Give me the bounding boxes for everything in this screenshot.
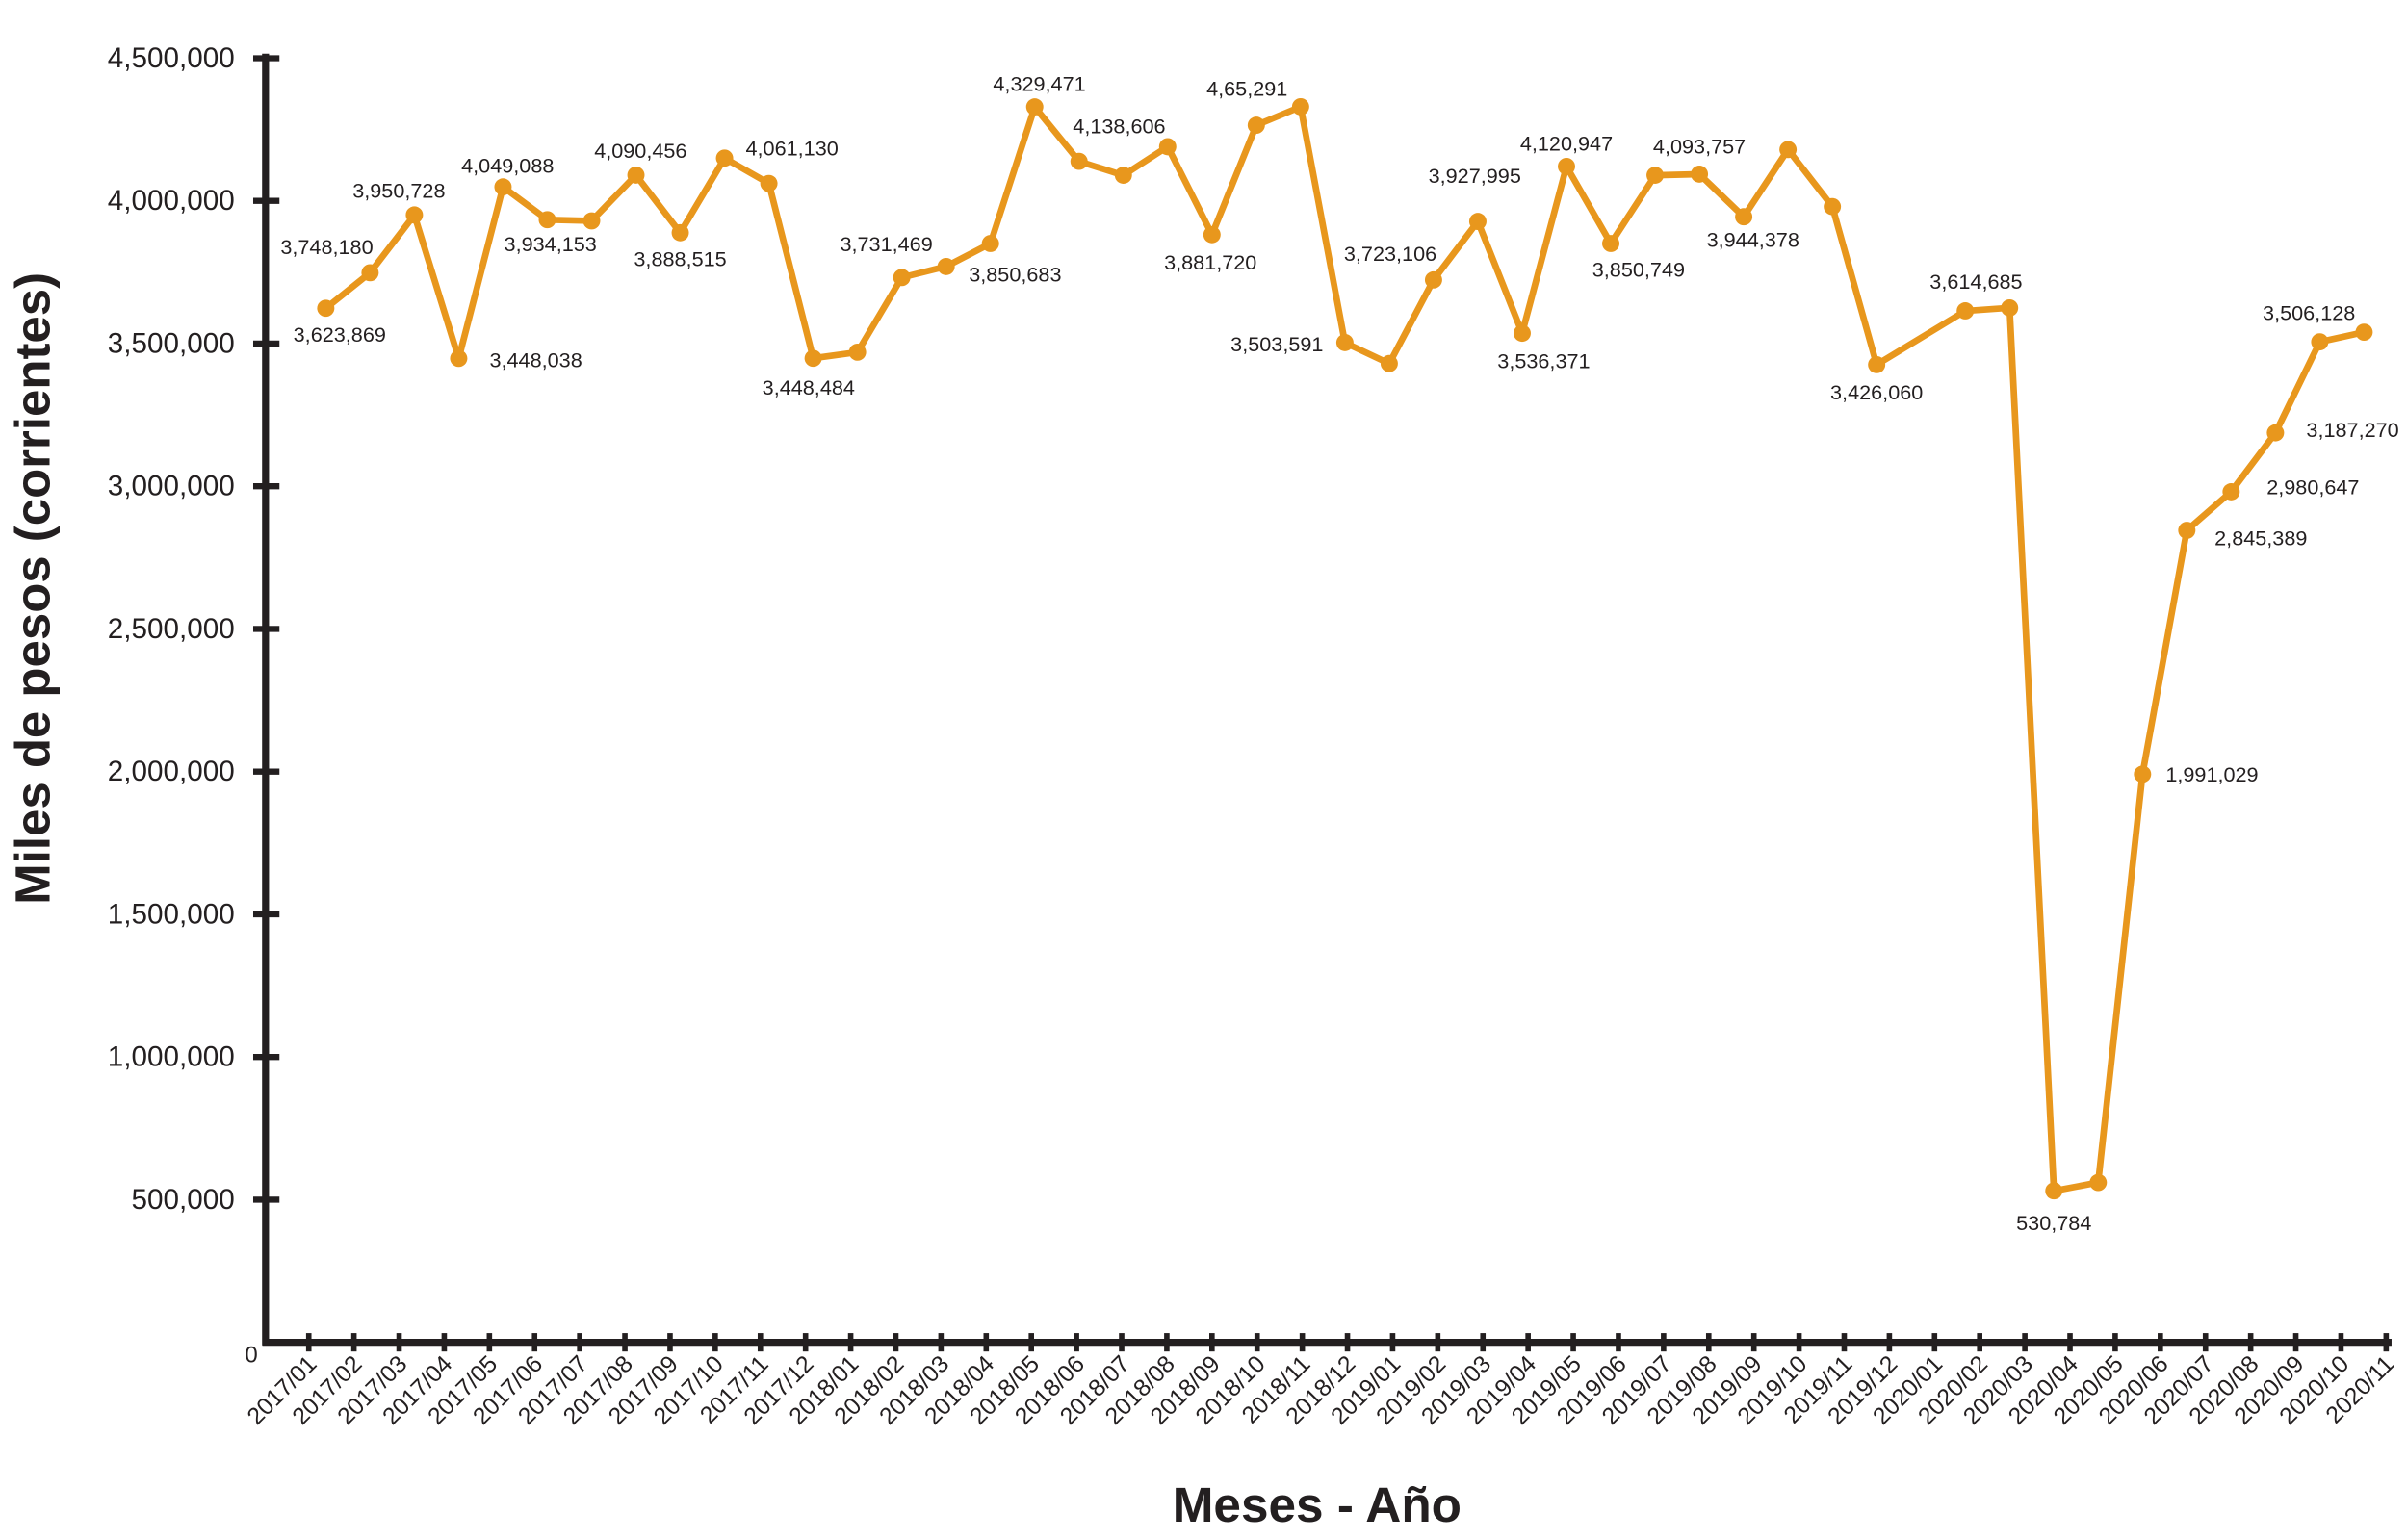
data-label: 3,623,869: [294, 322, 386, 346]
data-point: [1514, 324, 1531, 343]
data-label: 3,506,128: [2263, 300, 2355, 324]
y-tick-label: 4,500,000: [108, 42, 235, 74]
data-point: [1247, 116, 1265, 134]
data-label: 3,723,106: [1344, 242, 1436, 266]
data-point: [1070, 152, 1088, 170]
y-tick-label: 1,500,000: [108, 898, 235, 930]
data-label: 3,927,995: [1429, 164, 1521, 188]
y-tick-label: 4,000,000: [108, 185, 235, 217]
data-label: 3,850,683: [969, 262, 1061, 286]
data-point: [1335, 333, 1354, 351]
data-point: [1380, 354, 1398, 372]
data-label-group: 3,623,869 3,748,180 3,950,728 3,448,038 4,04…: [280, 72, 2398, 1235]
data-point: [2311, 333, 2329, 351]
data-point: [1868, 355, 1886, 373]
y-tick-label: 3,000,000: [108, 471, 235, 502]
x-axis-title: Meses - Año: [1173, 1477, 1462, 1532]
data-point: [2222, 483, 2240, 500]
data-point: [1602, 235, 1620, 252]
data-point: [405, 206, 424, 224]
data-label: 3,614,685: [1929, 270, 2022, 294]
data-label: 3,448,038: [489, 348, 582, 372]
data-point: [1691, 166, 1709, 183]
data-point: [981, 235, 999, 252]
data-point: [804, 349, 822, 368]
data-point: [2355, 323, 2373, 342]
data-label: 3,944,378: [1707, 228, 1799, 252]
data-label: 4,090,456: [594, 139, 686, 163]
data-label: 3,748,180: [280, 235, 373, 259]
data-point: [1114, 167, 1132, 184]
data-label: 1,991,029: [2165, 762, 2258, 786]
data-point: [627, 167, 645, 184]
y-axis: 0 500,000 1,000,000 1,500,000 2,000,000 2,500…: [108, 42, 280, 1368]
data-point: [671, 223, 689, 242]
data-point: [1824, 197, 1842, 216]
data-label: 3,881,720: [1164, 250, 1256, 274]
series-line-group: [317, 97, 2373, 1200]
y-tick-label: 1,000,000: [108, 1041, 235, 1073]
data-point: [2001, 298, 2019, 317]
data-label: 4,138,606: [1073, 115, 1165, 139]
data-point: [494, 178, 512, 196]
data-label: 3,934,153: [505, 232, 597, 256]
data-point: [2178, 522, 2196, 539]
data-point: [361, 264, 379, 282]
data-point: [1025, 98, 1044, 116]
data-label: 3,426,060: [1830, 380, 1923, 404]
data-point: [450, 349, 468, 368]
data-point: [317, 299, 335, 318]
data-point: [848, 343, 867, 361]
data-label: 3,731,469: [840, 232, 932, 256]
y-tick-label: 500,000: [132, 1184, 235, 1216]
data-point: [893, 269, 911, 287]
data-point: [1291, 97, 1309, 116]
data-point: [1424, 270, 1442, 289]
data-point: [1735, 208, 1753, 226]
y-tick-label: 3,500,000: [108, 328, 235, 360]
series-line: [322, 103, 2368, 1194]
data-point: [1158, 138, 1177, 156]
data-point: [1203, 225, 1221, 244]
data-point: [2134, 765, 2152, 783]
data-label: 3,187,270: [2306, 418, 2398, 442]
data-point: [2045, 1182, 2063, 1200]
data-label: 3,950,728: [352, 178, 445, 202]
data-label: 3,850,749: [1592, 258, 1685, 282]
data-point: [1779, 141, 1798, 159]
data-label: 3,503,591: [1230, 332, 1323, 356]
data-point: [1956, 302, 1975, 320]
y-tick-label: 2,000,000: [108, 756, 235, 787]
data-label: 4,093,757: [1653, 135, 1746, 159]
y-tick-label: 2,500,000: [108, 613, 235, 645]
data-point: [715, 149, 734, 167]
data-label: 530,784: [2016, 1211, 2091, 1235]
data-point: [538, 211, 556, 229]
data-label: 3,888,515: [634, 246, 726, 270]
data-point: [582, 212, 601, 230]
y-tick-label: 0: [245, 1342, 257, 1368]
data-label: 4,049,088: [461, 153, 554, 177]
data-point: [2089, 1173, 2108, 1192]
data-label: 4,120,947: [1520, 132, 1613, 156]
data-point: [1468, 213, 1487, 230]
data-label: 4,329,471: [993, 72, 1085, 96]
data-point: [937, 258, 955, 275]
data-label: 3,536,371: [1497, 348, 1590, 372]
data-label: 2,980,647: [2266, 475, 2359, 500]
y-axis-title: Miles de pesos (corrientes): [5, 272, 60, 905]
x-axis: 2017/012017/022017/032017/042017/052017/…: [243, 1333, 2399, 1430]
data-label: 3,448,484: [763, 375, 855, 399]
data-point: [1646, 167, 1665, 184]
data-label: 4,65,291: [1206, 76, 1287, 100]
data-point: [1558, 157, 1575, 175]
data-point: [760, 174, 778, 192]
data-label: 4,061,130: [746, 137, 839, 161]
data-point: [2266, 424, 2285, 442]
data-label: 2,845,389: [2214, 526, 2307, 551]
